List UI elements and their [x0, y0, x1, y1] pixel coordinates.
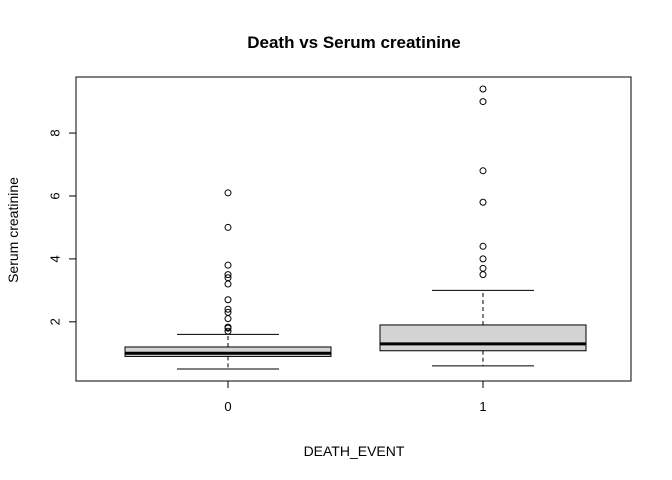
x-tick-label: 0: [224, 399, 231, 414]
box-group-1: [379, 85, 587, 367]
outlier-point: [479, 264, 487, 272]
chart-marks: [124, 85, 587, 370]
iqr-box: [124, 346, 332, 357]
y-tick-label: 2: [47, 318, 62, 325]
outlier-point: [224, 189, 232, 197]
chart-title: Death vs Serum creatinine: [247, 33, 461, 52]
outlier-point: [479, 167, 487, 175]
y-tick-label: 4: [47, 255, 62, 262]
chart-axes: 0 1 2 4 6 8: [47, 129, 486, 414]
y-tick-label: 6: [47, 192, 62, 199]
outlier-point: [479, 85, 487, 93]
outlier-point: [224, 327, 232, 335]
outlier-point: [224, 305, 232, 313]
outlier-point: [224, 274, 232, 282]
outlier-point: [479, 271, 487, 279]
outlier-point: [224, 271, 232, 279]
outlier-point: [224, 223, 232, 231]
outlier-point: [479, 255, 487, 263]
iqr-box: [379, 324, 587, 352]
outlier-point: [224, 280, 232, 288]
outlier-point: [224, 308, 232, 316]
x-axis-label: DEATH_EVENT: [304, 443, 405, 459]
y-tick-label: 8: [47, 129, 62, 136]
outlier-point: [479, 242, 487, 250]
outlier-point: [479, 98, 487, 106]
outlier-point: [224, 296, 232, 304]
outlier-point: [224, 323, 232, 331]
x-tick-label: 1: [479, 399, 486, 414]
outlier-point: [224, 261, 232, 269]
box-group-0: [124, 189, 332, 370]
outlier-point: [224, 315, 232, 323]
y-axis-label: Serum creatinine: [5, 177, 21, 283]
outlier-point: [479, 198, 487, 206]
